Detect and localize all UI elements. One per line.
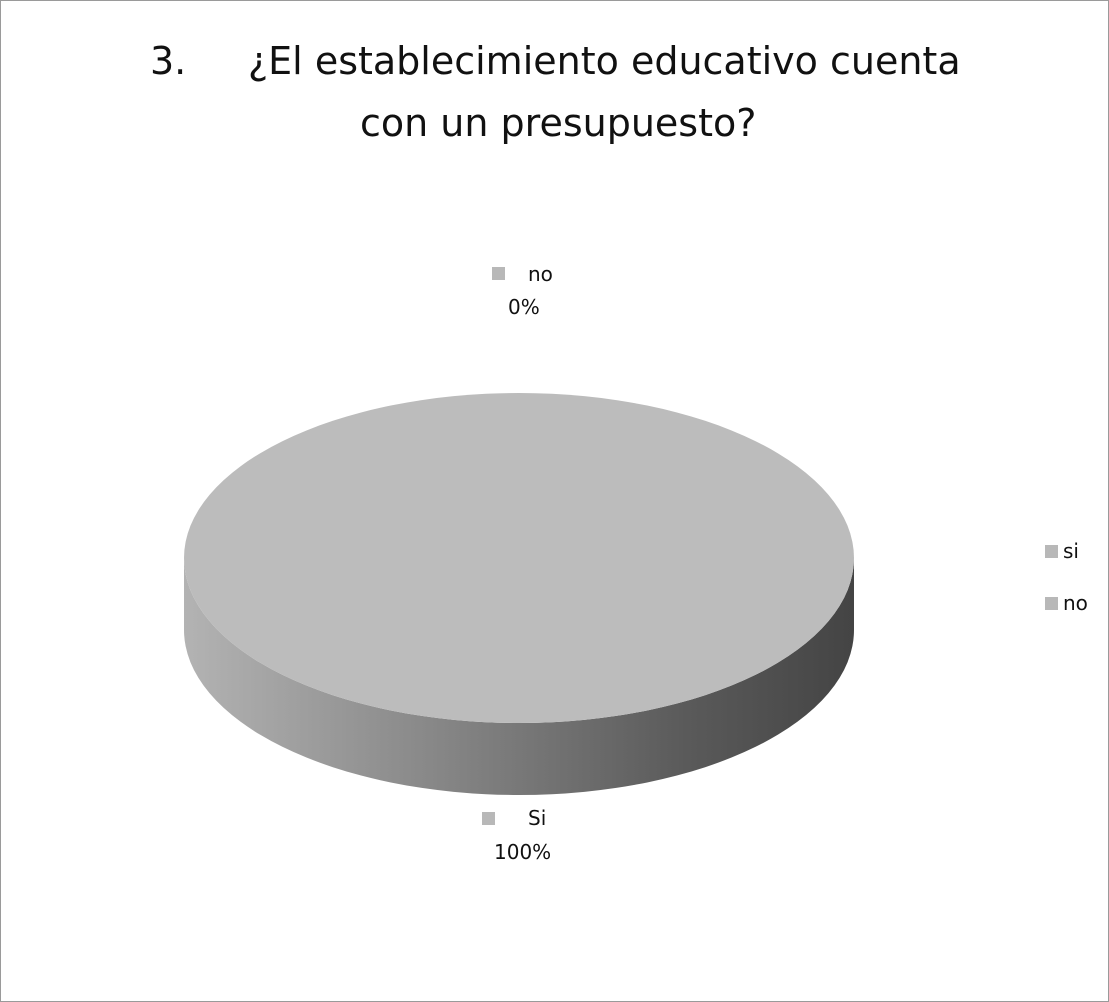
data-label-no-swatch bbox=[492, 267, 505, 280]
pie-plot bbox=[184, 393, 854, 795]
legend-entry-no: no bbox=[1063, 591, 1088, 615]
chart-title-text-2: con un presupuesto? bbox=[360, 101, 757, 145]
chart-title-number: 3. bbox=[150, 39, 187, 83]
pie-side-wall bbox=[184, 558, 854, 795]
data-label-no-name: no bbox=[528, 262, 553, 286]
legend-swatch-no bbox=[1045, 597, 1058, 610]
data-label-si-percent: 100% bbox=[494, 840, 552, 864]
data-label-no-percent: 0% bbox=[508, 295, 540, 319]
legend-entry-si: si bbox=[1063, 539, 1079, 563]
pie-slice-si bbox=[184, 393, 854, 723]
data-label-si-name: Si bbox=[528, 806, 547, 830]
chart-title-text: ¿El establecimiento educativo cuenta bbox=[248, 39, 961, 83]
legend-swatch-si bbox=[1045, 545, 1058, 558]
data-label-si-swatch bbox=[482, 812, 495, 825]
